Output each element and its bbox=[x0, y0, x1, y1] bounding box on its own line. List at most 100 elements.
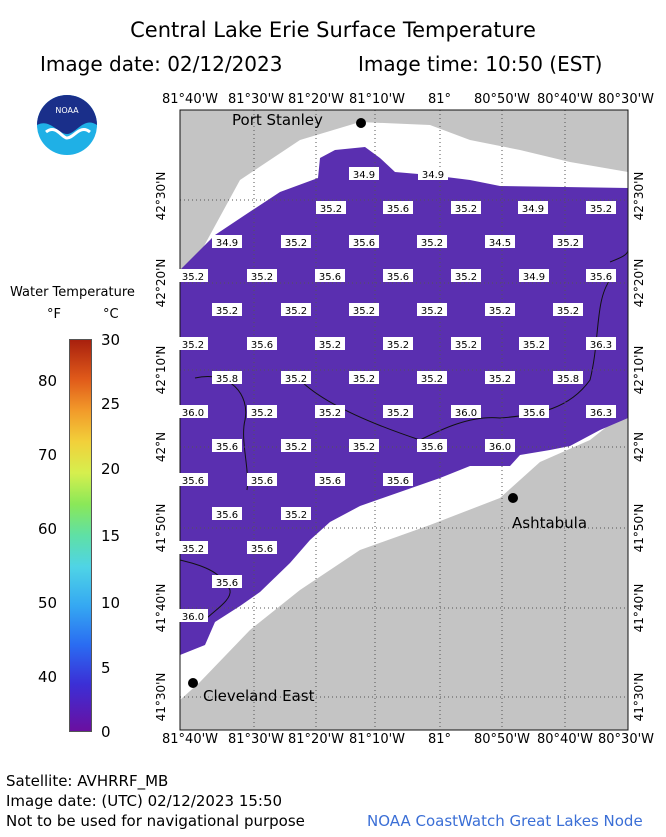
lon-top-7: 80°30'W bbox=[598, 92, 655, 107]
temperature-label-box bbox=[247, 541, 277, 554]
temperature-label: 35.6 bbox=[383, 473, 413, 487]
temperature-label: 35.6 bbox=[349, 235, 379, 249]
temperature-value: 35.2 bbox=[285, 306, 307, 317]
temperature-label: 36.0 bbox=[178, 609, 208, 623]
temperature-label: 35.6 bbox=[212, 507, 242, 521]
temperature-value: 35.2 bbox=[285, 510, 307, 521]
temperature-label: 35.2 bbox=[316, 201, 346, 215]
legend-title: Water Temperature bbox=[10, 285, 135, 300]
temperature-label: 35.2 bbox=[178, 269, 208, 283]
temperature-label: 35.2 bbox=[281, 235, 311, 249]
temperature-label-box bbox=[383, 337, 413, 350]
temperature-label: 35.6 bbox=[212, 575, 242, 589]
lon-top-6: 80°40'W bbox=[537, 92, 594, 107]
temperature-label: 35.6 bbox=[315, 269, 345, 283]
temperature-value: 35.2 bbox=[285, 374, 307, 385]
temperature-label: 35.2 bbox=[553, 303, 583, 317]
lon-bottom-1: 81°30'W bbox=[228, 732, 285, 747]
temperature-label-box bbox=[383, 269, 413, 282]
lon-bottom-7: 80°30'W bbox=[598, 732, 655, 747]
temperature-value: 35.6 bbox=[590, 272, 612, 283]
temperature-label-box bbox=[212, 303, 242, 316]
c-tick-20: 20 bbox=[101, 460, 121, 478]
temperature-value: 35.2 bbox=[320, 204, 342, 215]
temperature-value: 36.3 bbox=[590, 340, 612, 351]
lat-right-3: 42°N bbox=[632, 432, 646, 462]
temperature-label: 35.2 bbox=[383, 405, 413, 419]
temperature-value: 35.6 bbox=[387, 272, 409, 283]
temperature-label-box bbox=[485, 439, 515, 452]
temperature-label: 35.2 bbox=[485, 371, 515, 385]
temperature-value: 35.2 bbox=[251, 408, 273, 419]
c-tick-25: 25 bbox=[101, 395, 121, 413]
temperature-label: 35.6 bbox=[247, 541, 277, 555]
temperature-label-box bbox=[586, 269, 616, 282]
temperature-label-box bbox=[553, 235, 583, 248]
lat-right-2: 42°10'N bbox=[632, 346, 646, 395]
temperature-value: 35.2 bbox=[251, 272, 273, 283]
temperature-label: 35.2 bbox=[212, 303, 242, 317]
temperature-value: 36.0 bbox=[455, 408, 477, 419]
temperature-value: 34.9 bbox=[422, 170, 444, 181]
temperature-label: 35.6 bbox=[519, 405, 549, 419]
temperature-value: 35.2 bbox=[182, 544, 204, 555]
temperature-label: 35.2 bbox=[417, 371, 447, 385]
temperature-value: 36.3 bbox=[590, 408, 612, 419]
temperature-label: 35.2 bbox=[178, 541, 208, 555]
temperature-label: 35.2 bbox=[281, 371, 311, 385]
temperature-value: 35.6 bbox=[251, 476, 273, 487]
temperature-value: 35.2 bbox=[455, 272, 477, 283]
temperature-colorbar bbox=[69, 339, 92, 732]
temperature-label-box bbox=[519, 337, 549, 350]
lat-left-0: 42°30'N bbox=[154, 172, 168, 221]
temperature-label: 36.0 bbox=[485, 439, 515, 453]
temperature-label-box bbox=[178, 609, 208, 622]
temperature-label-box bbox=[451, 269, 481, 282]
temperature-value: 35.6 bbox=[216, 578, 238, 589]
temperature-value: 35.2 bbox=[489, 374, 511, 385]
temperature-label: 36.3 bbox=[586, 337, 616, 351]
cleveland-east-marker bbox=[188, 678, 198, 688]
temperature-label-box bbox=[417, 303, 447, 316]
temperature-label: 34.9 bbox=[418, 167, 448, 181]
temperature-label-box bbox=[349, 235, 379, 248]
temperature-value: 35.2 bbox=[489, 306, 511, 317]
temperature-value: 35.2 bbox=[523, 340, 545, 351]
c-tick-30: 30 bbox=[101, 331, 121, 349]
c-tick-10: 10 bbox=[101, 594, 121, 612]
temperature-label-box bbox=[418, 167, 448, 180]
temperature-label-box bbox=[178, 405, 208, 418]
lon-bottom-0: 81°40'W bbox=[162, 732, 219, 747]
temperature-label-box bbox=[383, 473, 413, 486]
temperature-label-box bbox=[247, 405, 277, 418]
satellite-info: Satellite: AVHRRF_MB bbox=[6, 772, 169, 790]
temperature-label-box bbox=[383, 201, 413, 214]
lat-right-4: 41°50'N bbox=[632, 504, 646, 553]
temperature-label-box bbox=[417, 371, 447, 384]
temperature-value: 35.6 bbox=[387, 476, 409, 487]
temperature-label-box bbox=[451, 405, 481, 418]
temperature-value: 35.2 bbox=[557, 238, 579, 249]
lon-top-0: 81°40'W bbox=[162, 92, 219, 107]
temperature-label: 35.6 bbox=[383, 201, 413, 215]
temperature-label: 35.6 bbox=[586, 269, 616, 283]
temperature-label: 35.2 bbox=[315, 405, 345, 419]
lon-top-3: 81°10'W bbox=[349, 92, 406, 107]
temperature-label-box bbox=[519, 269, 549, 282]
lat-left-6: 41°30'N bbox=[154, 673, 168, 722]
temperature-label: 35.2 bbox=[247, 269, 277, 283]
city-ashtabula: Ashtabula bbox=[512, 514, 587, 532]
temperature-label: 34.9 bbox=[349, 167, 379, 181]
temperature-label-box bbox=[349, 439, 379, 452]
f-tick-60: 60 bbox=[38, 520, 58, 538]
temperature-value: 34.9 bbox=[216, 238, 238, 249]
image-date: Image date: 02/12/2023 bbox=[40, 52, 283, 76]
temperature-label: 36.3 bbox=[586, 405, 616, 419]
lon-bottom-6: 80°40'W bbox=[537, 732, 594, 747]
temperature-label-box bbox=[281, 235, 311, 248]
temperature-label-box bbox=[178, 541, 208, 554]
lon-top-2: 81°20'W bbox=[288, 92, 345, 107]
temperature-value: 35.6 bbox=[251, 340, 273, 351]
temperature-label: 35.2 bbox=[281, 303, 311, 317]
temperature-label: 34.9 bbox=[519, 269, 549, 283]
